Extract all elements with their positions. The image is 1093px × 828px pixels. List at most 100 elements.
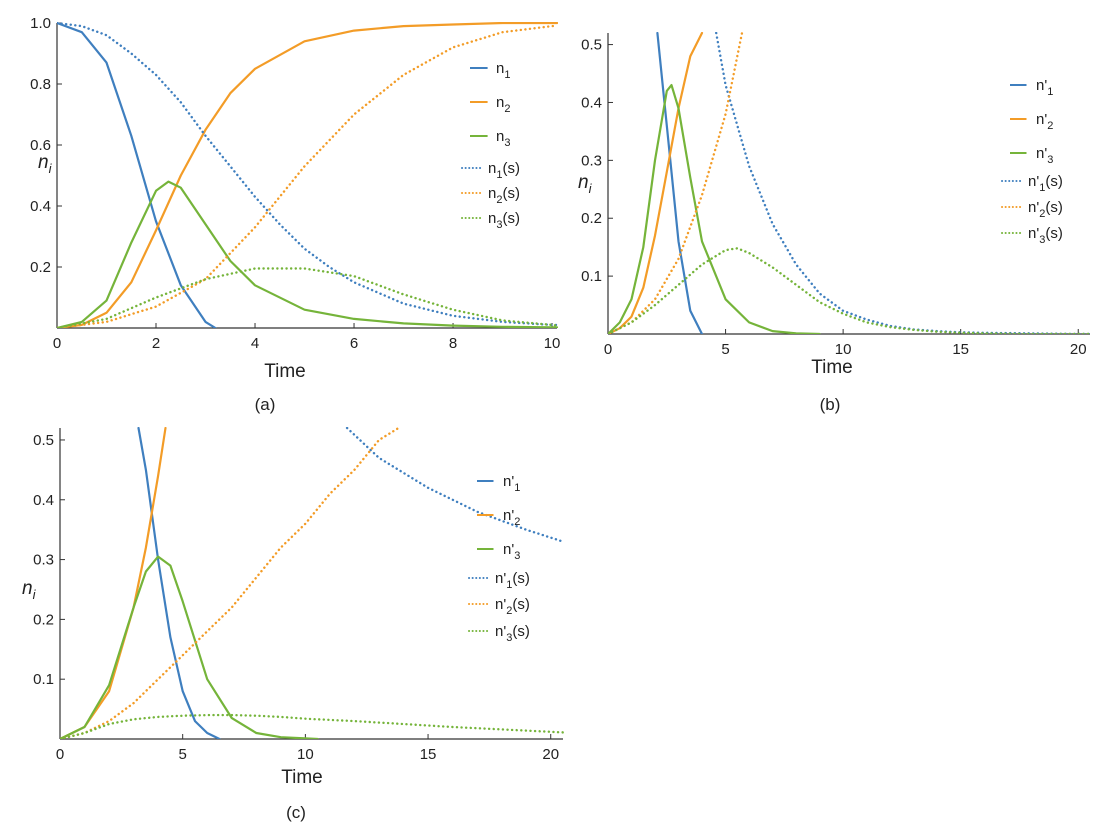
legend-label-suffix: (s): [512, 596, 530, 613]
y-tick-label: 0.4: [33, 492, 54, 509]
legend-label-main: n: [488, 160, 496, 177]
x-tick-label: 5: [721, 341, 729, 358]
legend-label: n'1: [1036, 77, 1053, 98]
x-tick-label: 2: [152, 335, 160, 352]
y-axis-title-main: n: [578, 172, 589, 193]
y-tick-label: 0.1: [581, 268, 602, 285]
x-tick-label: 15: [420, 746, 437, 763]
y-tick-label: 0.5: [581, 37, 602, 54]
y-tick-label: 0.4: [581, 94, 602, 111]
plot-area: [60, 427, 564, 739]
panel-caption: (b): [820, 395, 841, 414]
legend-label: n'2: [1036, 111, 1053, 132]
series-line-green-solid: [57, 180, 558, 328]
legend-label-main: n: [496, 128, 504, 145]
legend-label-main: n': [503, 473, 514, 490]
x-tick-label: 4: [251, 335, 259, 352]
legend-label-sub: 1: [514, 482, 520, 494]
y-tick-label: 0.3: [33, 552, 54, 569]
x-tick-label: 10: [297, 746, 314, 763]
y-axis-title-main: n: [22, 578, 33, 599]
legend-label-sub: 3: [504, 137, 510, 149]
legend-label-main: n': [503, 541, 514, 558]
legend-label-sub: 1: [1039, 182, 1045, 194]
legend-label: n3(s): [488, 210, 520, 231]
series-line-green-dotted: [608, 247, 1091, 334]
y-axis-title: ni: [578, 172, 593, 196]
legend-label: n'1(s): [495, 570, 530, 591]
legend-label: n3: [496, 128, 510, 149]
legend-label-main: n: [496, 60, 504, 77]
y-axis-title: ni: [22, 578, 37, 602]
legend-label-main: n': [1028, 173, 1039, 190]
legend-label-suffix: (s): [1045, 225, 1063, 242]
legend-label: n'3: [1036, 145, 1053, 166]
legend-label: n'2(s): [495, 596, 530, 617]
legend-label-main: n': [503, 507, 514, 524]
series-line-blue-solid: [137, 427, 221, 739]
legend-label-main: n': [495, 623, 506, 640]
legend-label: n2: [496, 94, 510, 115]
legend-label-suffix: (s): [502, 160, 520, 177]
legend-label: n'3(s): [1028, 225, 1063, 246]
plot-area: [57, 22, 558, 328]
legend-label-main: n': [495, 596, 506, 613]
legend-label-sub: 3: [1047, 154, 1053, 166]
legend-label-sub: 2: [514, 516, 520, 528]
legend-label-main: n': [1036, 145, 1047, 162]
x-tick-label: 20: [1070, 341, 1087, 358]
series-line-orange-dotted: [608, 32, 744, 334]
legend-label-sub: 3: [1039, 234, 1045, 246]
x-tick-label: 10: [835, 341, 852, 358]
legend-label-sub: 3: [514, 550, 520, 562]
x-tick-label: 5: [179, 746, 187, 763]
series-line-blue-solid: [656, 32, 704, 334]
series-line-orange-solid: [60, 427, 167, 739]
y-tick-label: 0.1: [33, 671, 54, 688]
legend-label-suffix: (s): [502, 185, 520, 202]
legend-label-suffix: (s): [512, 623, 530, 640]
legend-label-sub: 1: [504, 69, 510, 81]
legend-label-main: n: [488, 210, 496, 227]
series-line-orange-solid: [608, 32, 704, 334]
series-line-orange-dotted: [60, 427, 400, 739]
y-tick-label: 0.2: [33, 611, 54, 628]
legend-label-suffix: (s): [502, 210, 520, 227]
legend-label-sub: 1: [496, 169, 502, 181]
legend-label-sub: 1: [506, 579, 512, 591]
legend-label-sub: 1: [1047, 86, 1053, 98]
y-axis-title-sub: i: [589, 181, 593, 196]
y-tick-label: 0.2: [581, 210, 602, 227]
legend-label-main: n: [496, 94, 504, 111]
series-line-blue-dotted: [715, 32, 1091, 334]
panel-caption: (c): [286, 803, 306, 822]
series-line-green-solid: [60, 555, 319, 739]
series-line-orange-solid: [57, 22, 558, 328]
x-tick-label: 10: [544, 335, 561, 352]
chart-panel-b: 0 5 10 15 200.10.20.30.40.5Timeni(b)n'1n'2n'…: [578, 32, 1091, 414]
legend-label: n'1(s): [1028, 173, 1063, 194]
panel-caption: (a): [255, 395, 276, 414]
chart-panel-a: 0 2 4 6 8 100.20.40.60.81.0Timeni(a)n1n2n3n1(…: [30, 15, 560, 414]
y-tick-label: 1.0: [30, 15, 51, 32]
y-axis-title-sub: i: [33, 587, 37, 602]
x-tick-label: 8: [449, 335, 457, 352]
plot-area: [608, 32, 1091, 334]
x-axis-title: Time: [264, 361, 306, 382]
legend-label-main: n': [1036, 77, 1047, 94]
legend-label-main: n: [488, 185, 496, 202]
legend-label-sub: 3: [506, 632, 512, 644]
legend-label: n1: [496, 60, 510, 81]
y-tick-label: 0.5: [33, 432, 54, 449]
legend-label-suffix: (s): [1045, 199, 1063, 216]
y-tick-label: 0.4: [30, 198, 51, 215]
series-line-blue-solid: [57, 22, 217, 328]
y-tick-label: 0.8: [30, 76, 51, 93]
series-line-green-dotted: [60, 713, 564, 739]
legend-label: n'3(s): [495, 623, 530, 644]
legend-label-sub: 2: [506, 605, 512, 617]
y-tick-label: 0.6: [30, 137, 51, 154]
chart-panel-c: 0 5 10 15 200.10.20.30.40.5Timeni(c)n'1n'2n'…: [22, 427, 564, 822]
legend-label: n2(s): [488, 185, 520, 206]
